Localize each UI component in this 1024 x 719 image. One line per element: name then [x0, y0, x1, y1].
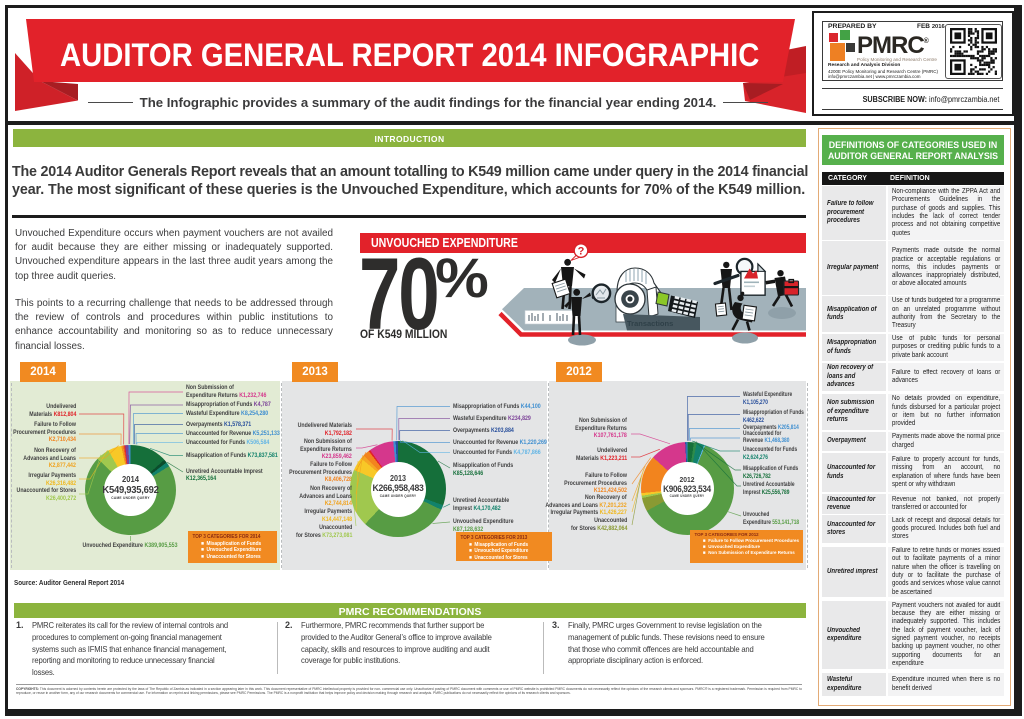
svg-text:?: ?: [578, 246, 585, 258]
svg-text:Transactions: Transactions: [627, 319, 673, 328]
